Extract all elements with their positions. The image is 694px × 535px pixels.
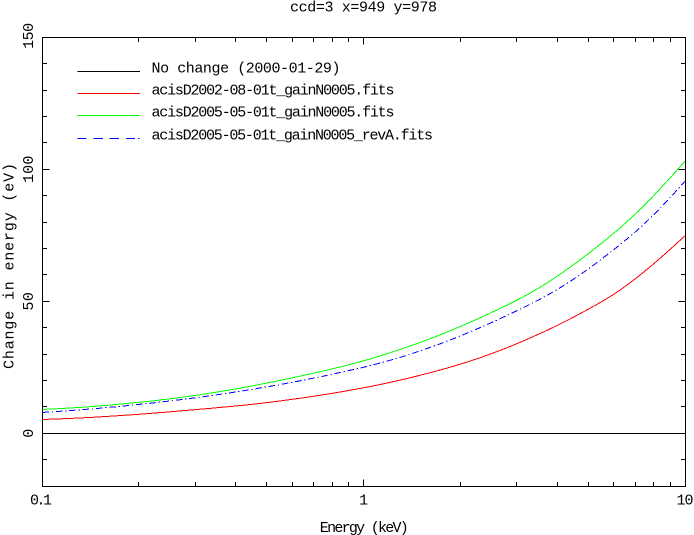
svg-text:acisD2002-08-01t_gainN0005.fit: acisD2002-08-01t_gainN0005.fits — [152, 83, 395, 100]
svg-text:100: 100 — [21, 156, 38, 184]
svg-text:1: 1 — [359, 492, 368, 509]
svg-text:0.1: 0.1 — [30, 492, 52, 509]
svg-text:Energy (keV): Energy (keV) — [320, 520, 409, 535]
svg-text:ccd=3 x=949 y=978: ccd=3 x=949 y=978 — [290, 0, 437, 17]
svg-text:Change in energy (eV): Change in energy (eV) — [2, 163, 19, 369]
svg-text:acisD2005-05-01t_gainN0005.fit: acisD2005-05-01t_gainN0005.fits — [152, 105, 395, 122]
svg-text:acisD2005-05-01t_gainN0005_rev: acisD2005-05-01t_gainN0005_revA.fits — [152, 128, 433, 145]
svg-text:No change (2000-01-29): No change (2000-01-29) — [152, 61, 341, 78]
svg-text:0: 0 — [21, 429, 38, 438]
svg-text:150: 150 — [21, 23, 38, 49]
svg-text:50: 50 — [21, 292, 38, 311]
svg-text:10: 10 — [677, 492, 694, 509]
